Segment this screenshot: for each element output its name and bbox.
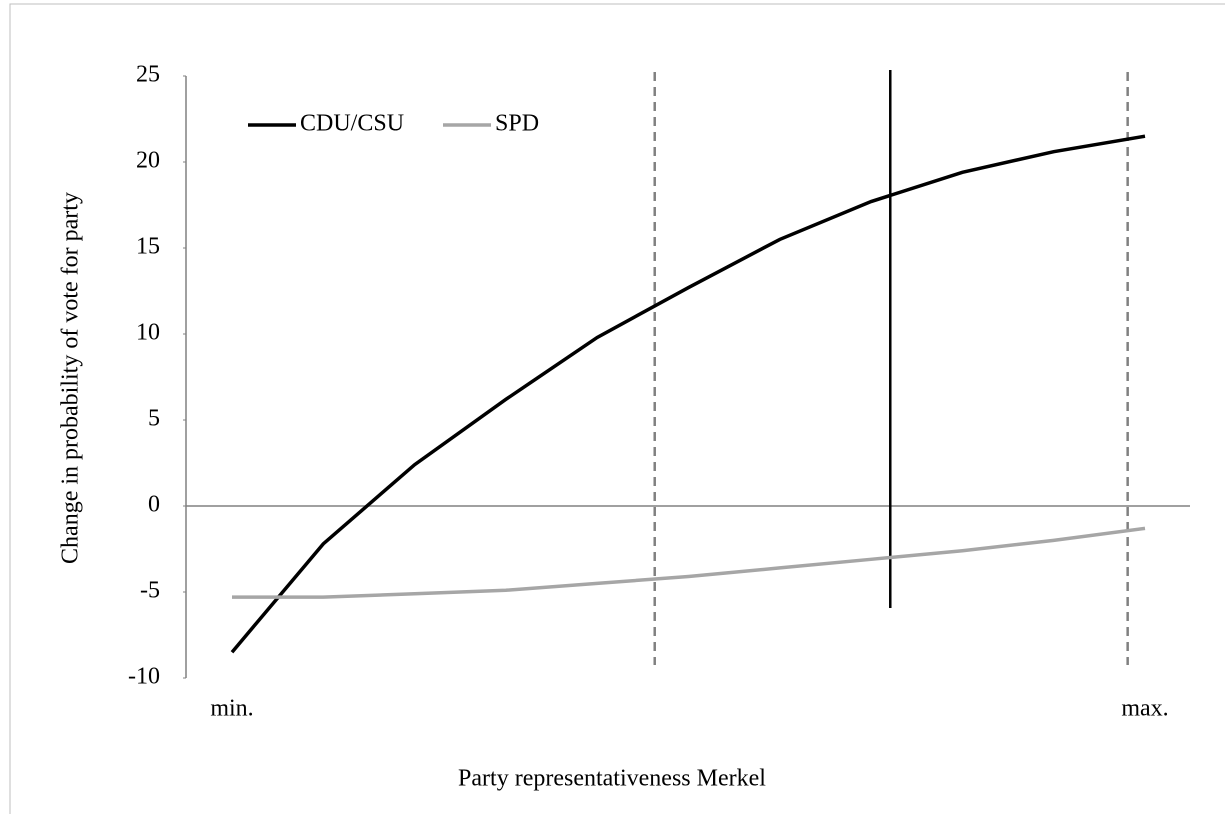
y-tick-label: 20 [136, 148, 160, 174]
x-tick-label: min. [210, 696, 253, 722]
series-line [232, 526, 1146, 599]
y-axis-title: Change in probability of vote for party [58, 192, 84, 564]
y-tick-label: 15 [136, 234, 160, 260]
y-tick-label: 0 [148, 492, 160, 518]
legend-label: CDU/CSU [300, 111, 404, 137]
series-line [230, 134, 1146, 654]
x-axis-title: Party representativeness Merkel [458, 766, 766, 792]
y-tick-label: 10 [136, 320, 160, 346]
y-tick-label: -5 [140, 578, 160, 604]
y-tick-label: 25 [136, 62, 160, 88]
x-tick-label: max. [1121, 696, 1168, 722]
frame [9, 3, 1225, 814]
legend-label: SPD [495, 111, 539, 137]
y-tick-label: -10 [128, 664, 160, 690]
y-tick-label: 5 [148, 406, 160, 432]
